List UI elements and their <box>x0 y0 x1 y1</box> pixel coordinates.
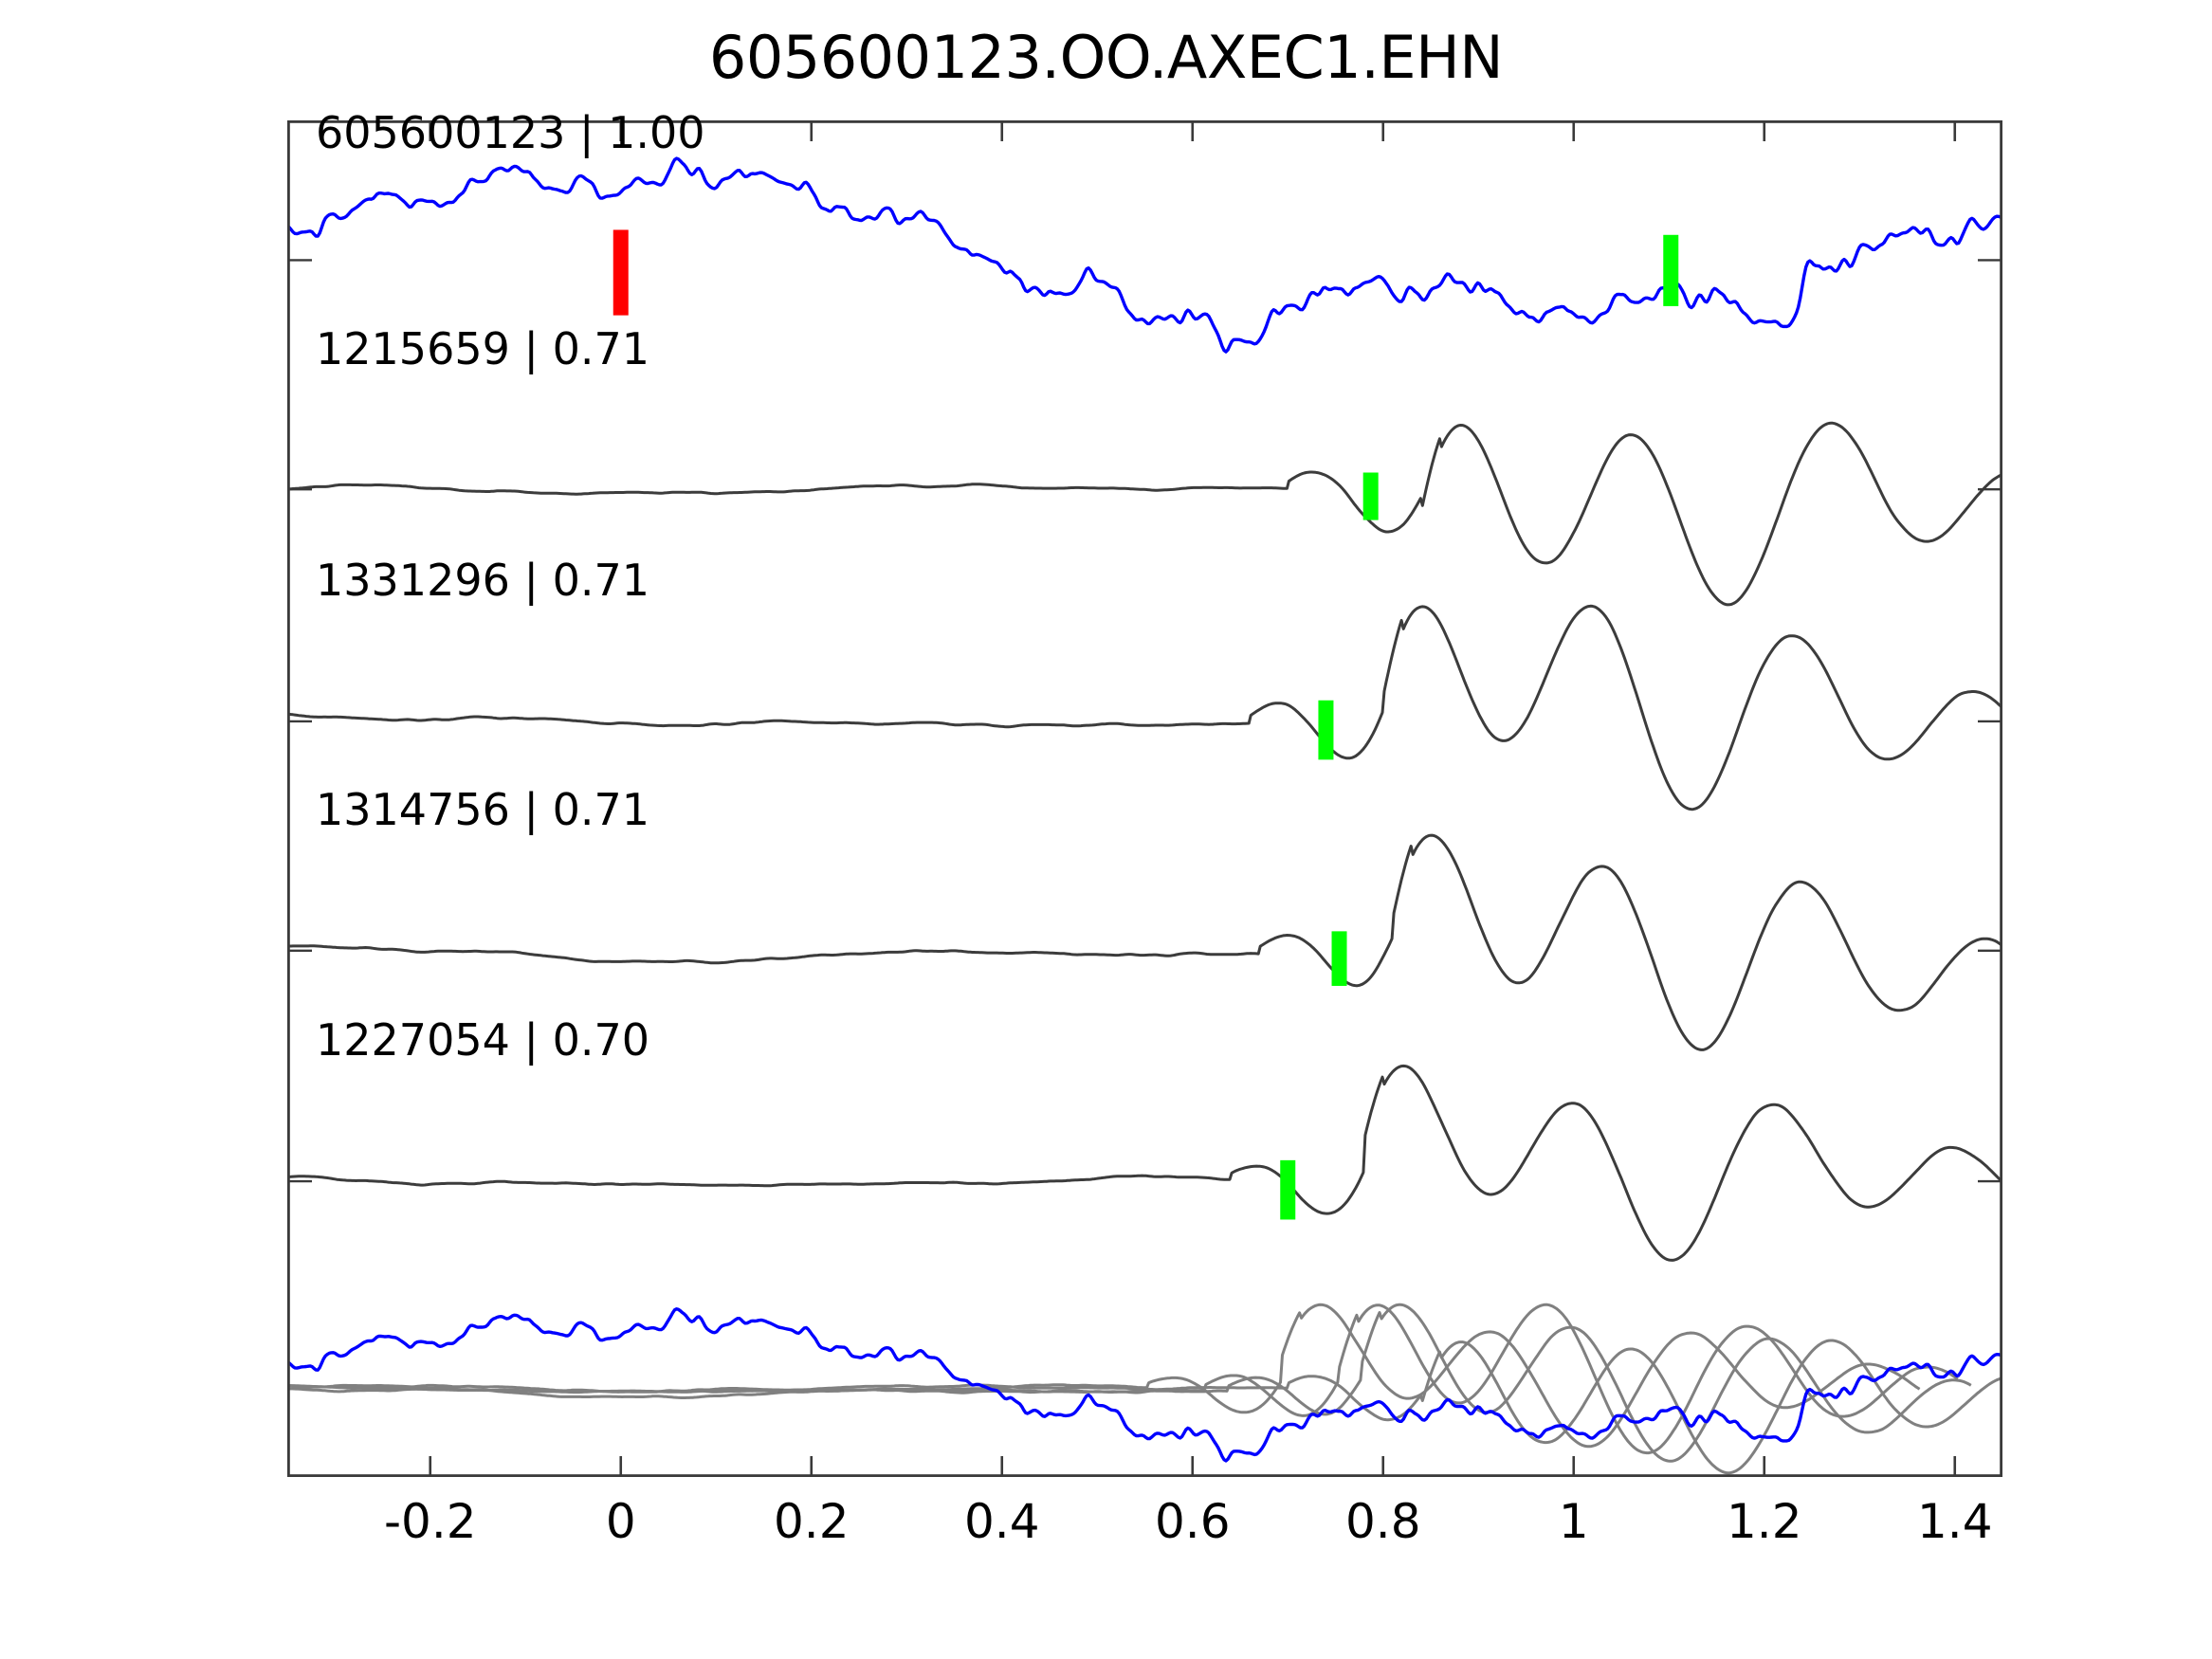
x-tick-label-6: 1 <box>1558 1494 1589 1549</box>
pick-marker-1227054 <box>1280 1159 1296 1220</box>
trace-label-605600123: 605600123 | 1.00 <box>316 107 705 159</box>
origin-marker-605600123 <box>612 229 629 316</box>
x-tick-label-2: 0.2 <box>773 1494 850 1549</box>
axis-frame <box>287 120 2002 1477</box>
markers-group <box>612 229 1679 1220</box>
trace-label-1215659: 1215659 | 0.71 <box>316 322 650 374</box>
overlay-detection-trace-3388 <box>287 1303 1921 1449</box>
pick-marker-1314756 <box>1331 931 1347 986</box>
x-axis-tick-labels: -0.2 0 0.2 0.4 0.6 0.8 1 1.2 1.4 <box>287 1494 2002 1560</box>
trace-label-1227054: 1227054 | 0.70 <box>316 1014 650 1066</box>
x-tick-label-7: 1.2 <box>1726 1494 1802 1549</box>
x-tick-label-8: 1.4 <box>1916 1494 1993 1549</box>
pick-marker-1215659 <box>1362 472 1379 520</box>
waveform-canvas <box>287 120 2002 1477</box>
x-tick-label-4: 0.6 <box>1154 1494 1231 1549</box>
trace-label-1314756: 1314756 | 0.71 <box>316 784 650 836</box>
x-tick-label-1: 0 <box>605 1494 636 1549</box>
plot-frame <box>287 120 2002 1477</box>
waveform-trace-605600123 <box>287 156 2002 354</box>
overlay-template-trace <box>287 1307 2002 1463</box>
overlay-detection-trace-6557 <box>287 1303 1972 1463</box>
waveform-trace-1227054 <box>287 1064 2002 1262</box>
x-tick-label-5: 0.8 <box>1344 1494 1421 1549</box>
pick-marker-1331296 <box>1318 700 1334 760</box>
x-tick-label-3: 0.4 <box>963 1494 1040 1549</box>
traces-group <box>287 156 2002 1475</box>
trace-label-1331296: 1331296 | 0.71 <box>316 555 650 607</box>
waveform-trace-1314756 <box>287 833 2002 1051</box>
page-title: 605600123.OO.AXEC1.EHN <box>708 23 1504 92</box>
x-tick-label-0: -0.2 <box>383 1494 477 1549</box>
pick-marker-605600123 <box>1663 234 1679 306</box>
waveform-trace-1215659 <box>287 421 2002 607</box>
overlay-detection-trace-4212 <box>287 1339 2002 1475</box>
plot-area: 605600123 | 1.00 1215659 | 0.71 1331296 | … <box>287 107 2002 1477</box>
waveform-trace-1331296 <box>287 604 2002 811</box>
